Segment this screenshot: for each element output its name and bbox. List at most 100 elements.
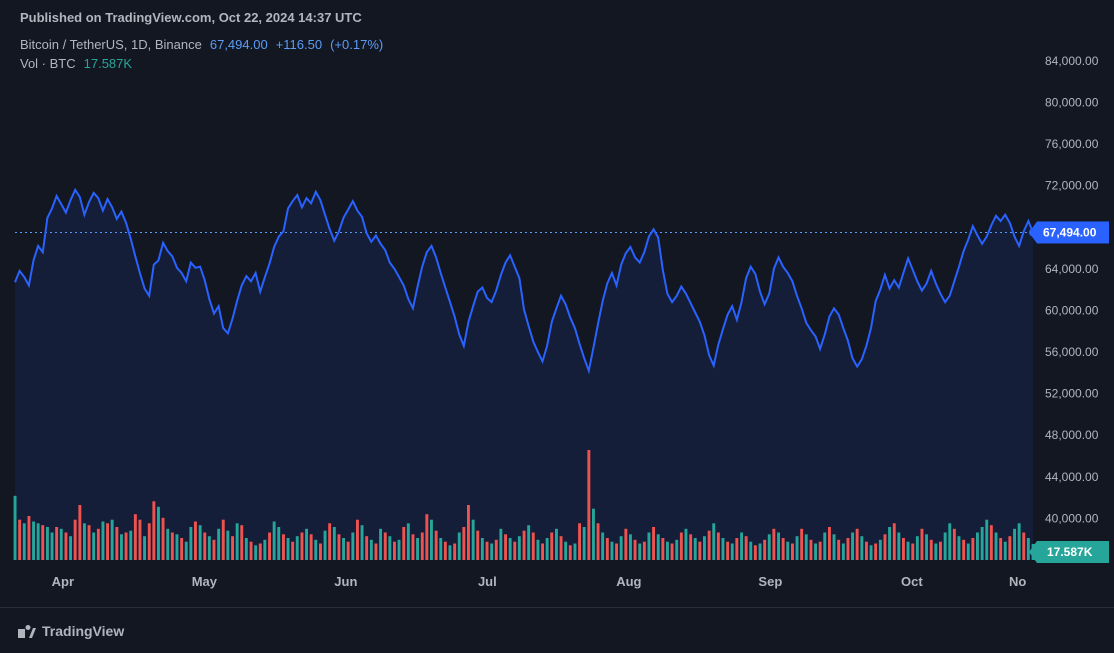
volume-bar [1013, 529, 1016, 560]
y-tick-label: 64,000.00 [1045, 262, 1099, 276]
volume-bar [462, 527, 465, 560]
volume-bar [222, 520, 225, 560]
volume-bar [143, 536, 146, 560]
volume-bar [592, 509, 595, 560]
price-chart[interactable]: 40,000.0044,000.0048,000.0052,000.0056,0… [5, 30, 1109, 607]
volume-bar [995, 533, 998, 561]
volume-bar [402, 527, 405, 560]
volume-bar [476, 531, 479, 560]
volume-bar [523, 531, 526, 560]
volume-bar [268, 533, 271, 561]
volume-bar [217, 529, 220, 560]
volume-bar [1018, 523, 1021, 560]
volume-bar [786, 542, 789, 560]
volume-bar [532, 533, 535, 561]
volume-bar [893, 523, 896, 560]
volume-bar [620, 536, 623, 560]
y-tick-label: 60,000.00 [1045, 303, 1099, 317]
x-tick-label: Apr [52, 574, 74, 589]
volume-bar [296, 536, 299, 560]
volume-bar [666, 542, 669, 560]
volume-bar [319, 544, 322, 561]
volume-bar [55, 527, 58, 560]
volume-bar [152, 501, 155, 560]
volume-bar [65, 533, 68, 561]
volume-bar [615, 544, 618, 561]
volume-bar [810, 540, 813, 560]
volume-bar [763, 540, 766, 560]
volume-bar [199, 525, 202, 560]
volume-bar [453, 544, 456, 561]
publish-prefix: Published on [20, 10, 102, 25]
volume-bar [250, 542, 253, 560]
volume-bar [884, 534, 887, 560]
volume-bar [948, 523, 951, 560]
volume-bar [365, 536, 368, 560]
volume-bar [837, 540, 840, 560]
y-tick-label: 40,000.00 [1045, 511, 1099, 525]
volume-bar [805, 534, 808, 560]
volume-bar [46, 527, 49, 560]
volume-bar [351, 533, 354, 561]
volume-bar [176, 534, 179, 560]
volume-bar [282, 534, 285, 560]
volume-bar [28, 516, 31, 560]
volume-bar [189, 527, 192, 560]
volume-bar [782, 538, 785, 560]
volume-bar [194, 522, 197, 561]
volume-bar [361, 525, 364, 560]
volume-bar [240, 525, 243, 560]
volume-bar [934, 544, 937, 561]
volume-bar [842, 544, 845, 561]
volume-bar [555, 529, 558, 560]
volume-bar [328, 523, 331, 560]
volume-bar [78, 505, 81, 560]
volume-bar [504, 534, 507, 560]
volume-bar [416, 538, 419, 560]
volume-bar [971, 538, 974, 560]
y-tick-label: 56,000.00 [1045, 345, 1099, 359]
volume-bar [495, 540, 498, 560]
price-badge-text: 67,494.00 [1043, 225, 1097, 239]
volume-bar [745, 536, 748, 560]
volume-bar [921, 529, 924, 560]
volume-bar [680, 533, 683, 561]
volume-bar [435, 531, 438, 560]
volume-bar [1027, 538, 1030, 560]
y-tick-label: 84,000.00 [1045, 54, 1099, 68]
volume-bar [41, 525, 44, 560]
volume-bar [407, 523, 410, 560]
volume-bar [148, 523, 151, 560]
volume-bar [833, 534, 836, 560]
volume-bar [287, 538, 290, 560]
volume-bar [611, 542, 614, 560]
volume-bar [60, 529, 63, 560]
volume-bar [213, 540, 216, 560]
volume-bar [643, 542, 646, 560]
volume-bar [823, 533, 826, 561]
volume-bar [393, 542, 396, 560]
volume-bar [708, 531, 711, 560]
volume-bar [601, 533, 604, 561]
price-area [15, 190, 1033, 560]
volume-bar [652, 527, 655, 560]
volume-bar [879, 540, 882, 560]
volume-bar [1008, 536, 1011, 560]
y-tick-label: 44,000.00 [1045, 470, 1099, 484]
volume-bar [569, 545, 572, 560]
volume-bar [398, 540, 401, 560]
volume-bar [541, 544, 544, 561]
volume-bar [97, 529, 100, 560]
volume-bar [32, 522, 35, 561]
x-tick-label: Aug [616, 574, 641, 589]
chart-container: 40,000.0044,000.0048,000.0052,000.0056,0… [5, 30, 1109, 607]
volume-bar [236, 523, 239, 560]
volume-bar [828, 527, 831, 560]
volume-bar [847, 538, 850, 560]
volume-bar [347, 542, 350, 560]
volume-bar [981, 527, 984, 560]
volume-bar [874, 544, 877, 561]
volume-bar [314, 540, 317, 560]
volume-bar [120, 534, 123, 560]
tradingview-logo[interactable]: TradingView [18, 623, 124, 639]
